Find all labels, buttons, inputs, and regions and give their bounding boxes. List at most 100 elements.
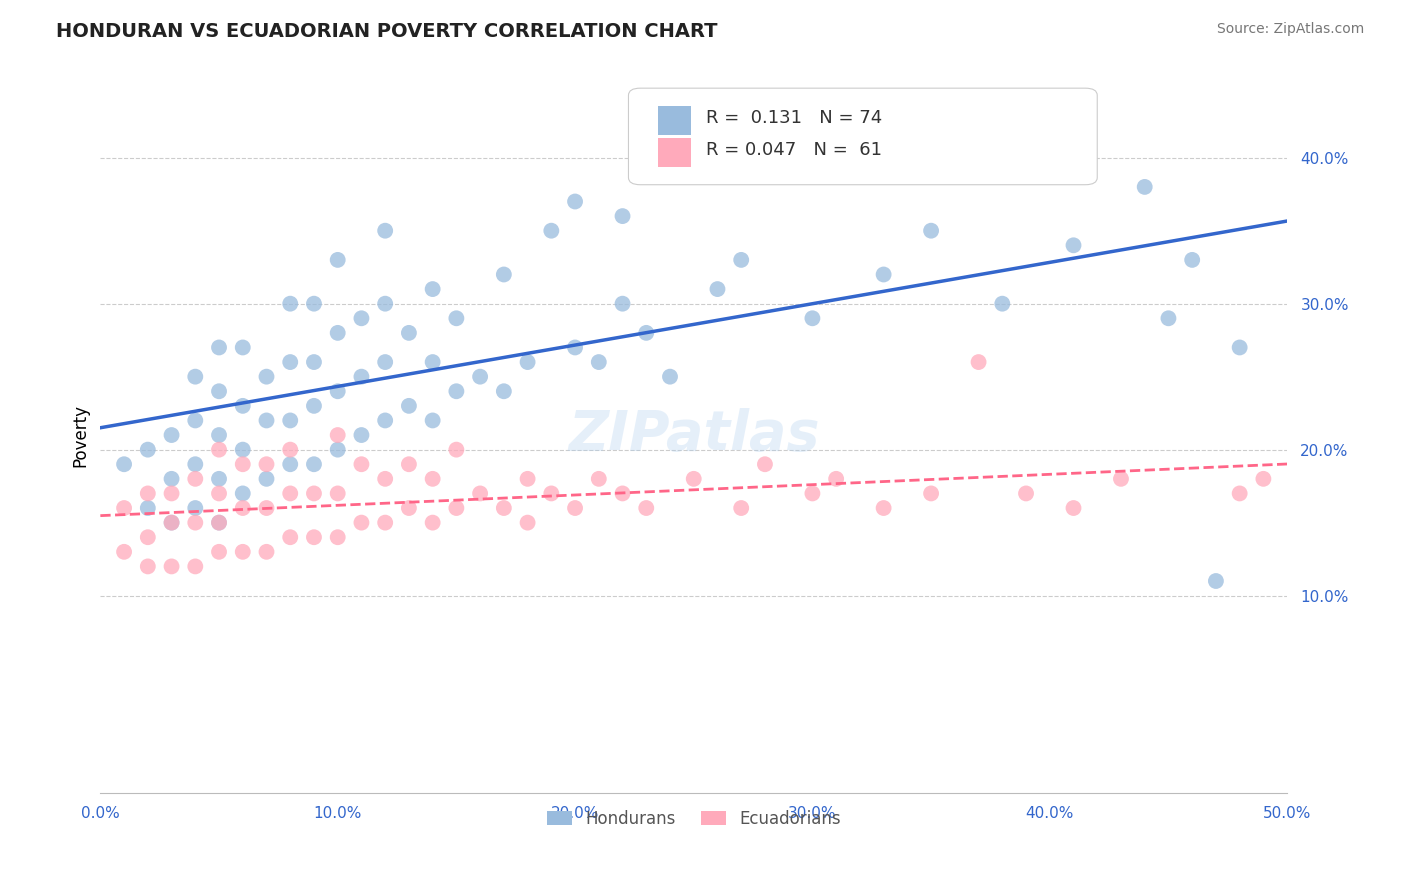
Text: Source: ZipAtlas.com: Source: ZipAtlas.com — [1216, 22, 1364, 37]
Point — [160, 428, 183, 442]
Point — [184, 457, 207, 471]
Point — [326, 442, 349, 457]
Point — [374, 516, 396, 530]
Point — [872, 501, 894, 516]
Point — [326, 530, 349, 544]
Point — [1253, 472, 1275, 486]
Point — [136, 486, 159, 500]
Point — [422, 282, 444, 296]
Point — [540, 224, 562, 238]
Point — [1205, 574, 1227, 588]
FancyBboxPatch shape — [658, 106, 692, 135]
Point — [468, 369, 491, 384]
Point — [160, 516, 183, 530]
Point — [136, 501, 159, 516]
Point — [1229, 341, 1251, 355]
Point — [1063, 238, 1085, 252]
Point — [184, 559, 207, 574]
Point — [422, 355, 444, 369]
Point — [612, 486, 634, 500]
Point — [208, 341, 231, 355]
Point — [256, 369, 278, 384]
Point — [612, 209, 634, 223]
Point — [232, 457, 254, 471]
Point — [516, 472, 538, 486]
Point — [208, 516, 231, 530]
Point — [920, 486, 942, 500]
Point — [208, 442, 231, 457]
Point — [564, 341, 586, 355]
Point — [468, 486, 491, 500]
Point — [278, 457, 301, 471]
Point — [801, 311, 824, 326]
FancyBboxPatch shape — [628, 88, 1097, 185]
Point — [422, 516, 444, 530]
Point — [278, 355, 301, 369]
Point — [232, 501, 254, 516]
Point — [588, 355, 610, 369]
Point — [208, 516, 231, 530]
Point — [136, 442, 159, 457]
Point — [636, 326, 658, 340]
Point — [350, 516, 373, 530]
Point — [991, 296, 1014, 310]
Point — [350, 311, 373, 326]
Point — [564, 501, 586, 516]
Point — [398, 399, 420, 413]
Point — [636, 501, 658, 516]
Point — [208, 384, 231, 399]
Point — [588, 472, 610, 486]
Point — [326, 326, 349, 340]
Point — [730, 501, 752, 516]
Point — [160, 516, 183, 530]
Point — [208, 428, 231, 442]
Point — [326, 486, 349, 500]
Point — [112, 501, 135, 516]
Point — [112, 457, 135, 471]
Point — [1015, 486, 1038, 500]
Point — [232, 545, 254, 559]
Point — [160, 472, 183, 486]
Point — [801, 486, 824, 500]
Point — [564, 194, 586, 209]
Point — [232, 399, 254, 413]
Point — [326, 428, 349, 442]
Point — [1063, 501, 1085, 516]
Point — [1157, 311, 1180, 326]
Point — [184, 369, 207, 384]
Point — [516, 355, 538, 369]
Point — [350, 428, 373, 442]
Point — [422, 472, 444, 486]
Point — [374, 472, 396, 486]
Point — [326, 252, 349, 267]
Point — [326, 384, 349, 399]
Point — [1181, 252, 1204, 267]
Point — [136, 559, 159, 574]
Text: HONDURAN VS ECUADORIAN POVERTY CORRELATION CHART: HONDURAN VS ECUADORIAN POVERTY CORRELATI… — [56, 22, 717, 41]
Point — [398, 501, 420, 516]
Point — [208, 486, 231, 500]
Point — [1109, 472, 1132, 486]
Point — [208, 472, 231, 486]
Point — [208, 545, 231, 559]
Point — [350, 457, 373, 471]
Point — [967, 355, 990, 369]
Point — [659, 369, 682, 384]
Point — [516, 516, 538, 530]
Point — [1039, 92, 1062, 106]
Point — [446, 501, 468, 516]
Point — [492, 501, 515, 516]
Point — [278, 530, 301, 544]
Text: ZIPatlas: ZIPatlas — [568, 408, 820, 462]
Point — [682, 136, 704, 150]
Point — [256, 472, 278, 486]
Point — [136, 530, 159, 544]
Point — [302, 457, 325, 471]
Point — [256, 545, 278, 559]
Point — [825, 472, 848, 486]
Point — [374, 355, 396, 369]
Point — [160, 559, 183, 574]
Point — [232, 442, 254, 457]
Y-axis label: Poverty: Poverty — [72, 403, 89, 467]
Point — [612, 296, 634, 310]
